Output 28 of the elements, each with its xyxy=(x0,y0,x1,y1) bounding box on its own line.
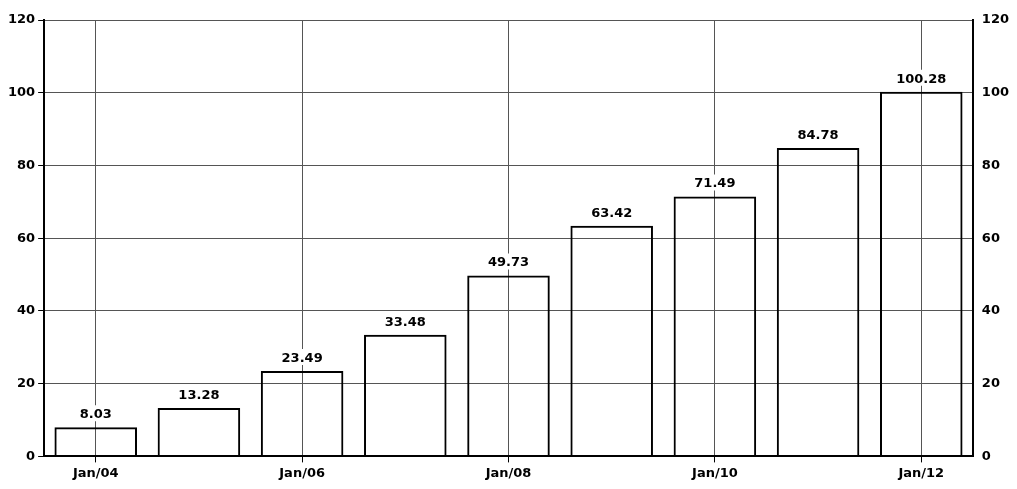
y2-tick-label: 0 xyxy=(981,447,991,463)
x-tick-label: Jan/12 xyxy=(897,464,945,480)
x-tick-label: Jan/06 xyxy=(278,464,325,480)
data-label: 84.78 xyxy=(797,126,839,142)
data-label: 49.73 xyxy=(487,254,530,270)
data-label: 8.03 xyxy=(79,406,112,422)
data-label: 63.42 xyxy=(591,204,633,220)
x-tick-label: Jan/08 xyxy=(484,464,532,480)
y-tick-label: 60 xyxy=(17,229,36,245)
data-label: 33.48 xyxy=(384,313,426,329)
y-tick-label: 20 xyxy=(17,375,36,391)
y2-tick-label: 80 xyxy=(981,156,1000,172)
y2-tick-label: 40 xyxy=(981,302,1000,318)
data-label: 71.49 xyxy=(694,175,736,191)
y2-tick-label: 20 xyxy=(981,375,1000,391)
y2-tick-label: 120 xyxy=(981,11,1009,27)
y-tick-label: 120 xyxy=(8,11,36,27)
data-label: 23.49 xyxy=(281,349,323,365)
y-tick-label: 80 xyxy=(17,156,36,172)
x-tick-label: Jan/04 xyxy=(71,464,119,480)
y2-tick-label: 60 xyxy=(981,229,1000,245)
x-tick-label: Jan/10 xyxy=(691,464,738,480)
y-tick-label: 100 xyxy=(8,84,36,100)
y-tick-label: 0 xyxy=(26,447,36,463)
data-label: 13.28 xyxy=(178,386,220,402)
data-label: 100.28 xyxy=(896,70,947,86)
y-tick-label: 40 xyxy=(17,302,36,318)
y2-tick-label: 100 xyxy=(981,84,1009,100)
